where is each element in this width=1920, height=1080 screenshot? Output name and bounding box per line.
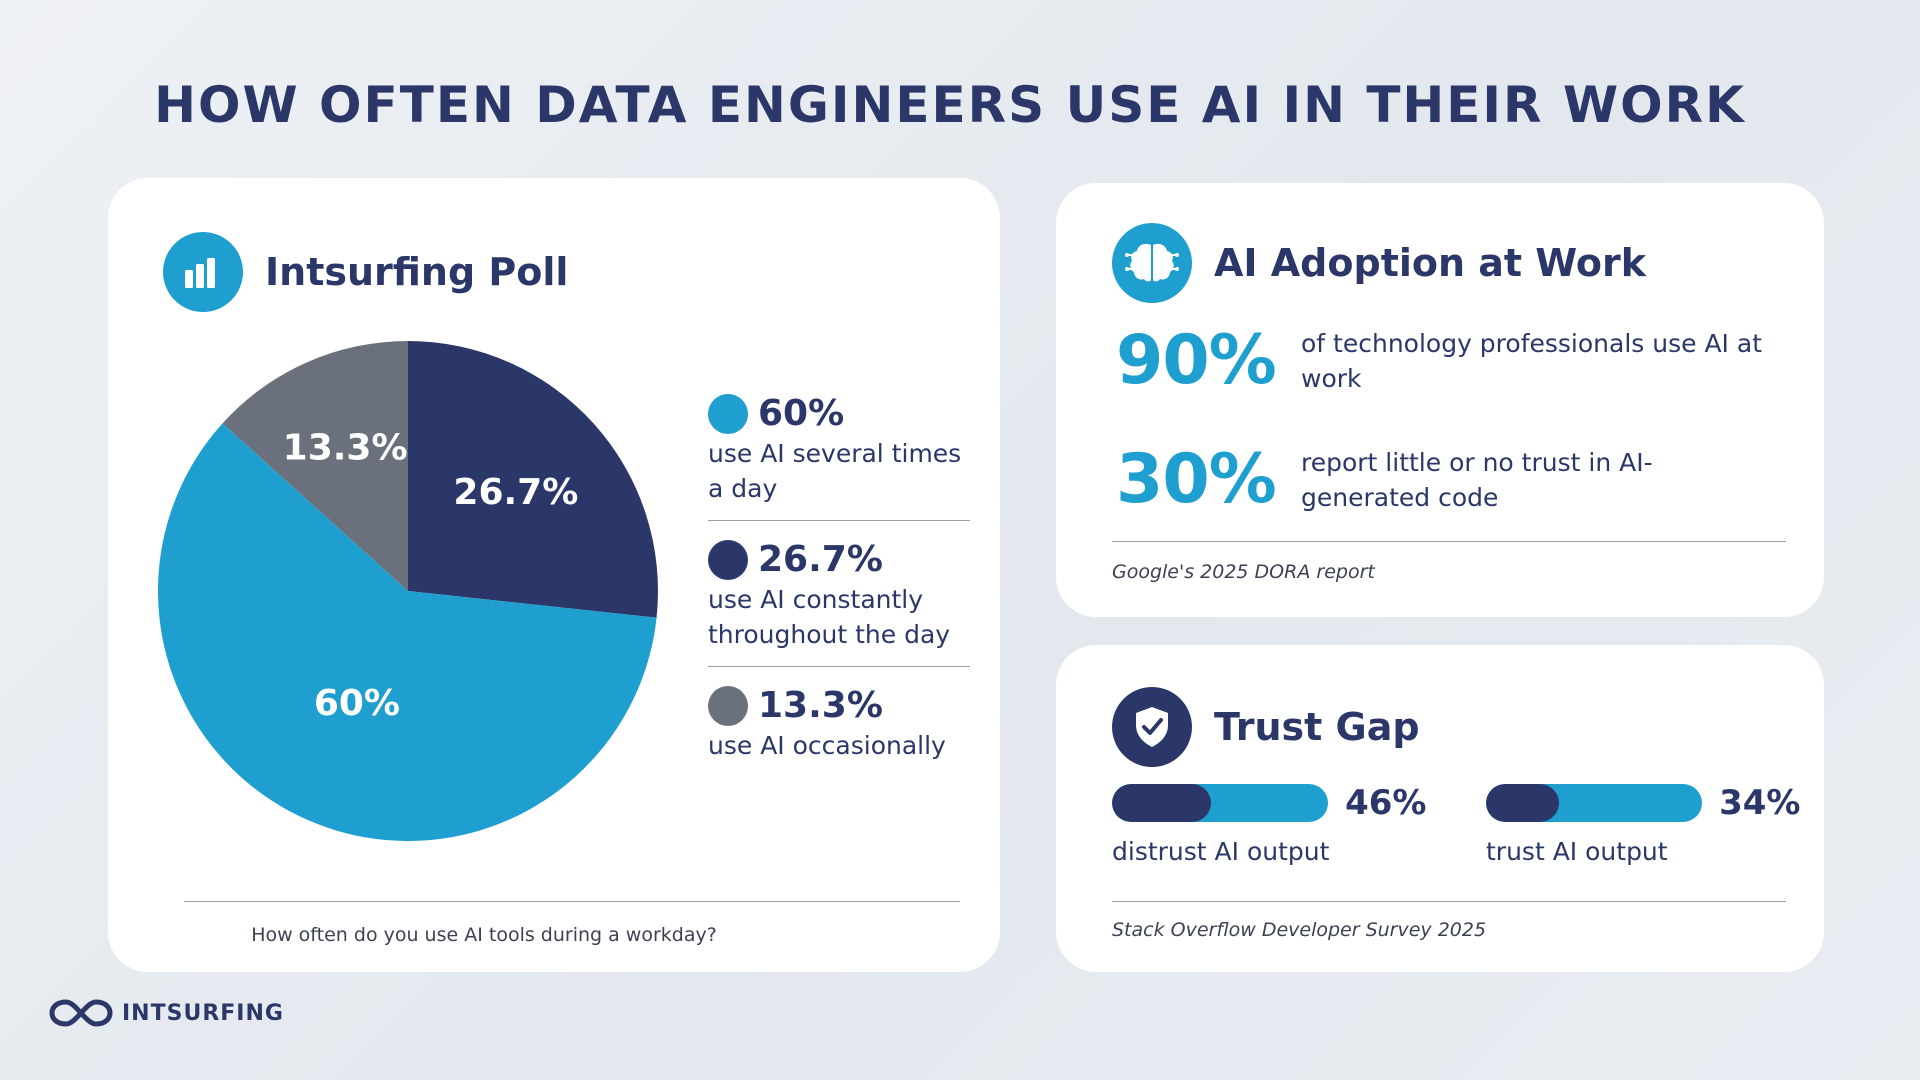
legend-value: 13.3% <box>758 685 883 726</box>
progress-bar-fill <box>1486 784 1560 822</box>
adoption-card-header: AI Adoption at Work <box>1112 223 1646 303</box>
stat-value: 30% <box>1116 440 1277 519</box>
trust-card-title: Trust Gap <box>1214 705 1420 749</box>
legend-description: use AI constantly throughout the day <box>708 585 951 649</box>
legend-value: 26.7% <box>758 539 883 580</box>
pie-slice <box>408 341 658 618</box>
divider <box>1112 541 1786 542</box>
adoption-card: AI Adoption at Work 90% of technology pr… <box>1056 183 1824 617</box>
pie-slice-label: 13.3% <box>283 427 408 468</box>
progress-bar-fill <box>1112 784 1212 822</box>
pie-legend: 60% use AI several times a day 26.7% use… <box>708 393 970 777</box>
source-note: Google's 2025 DORA report <box>1112 561 1375 583</box>
stat-description: report little or no trust in AI-generate… <box>1301 447 1653 512</box>
stat-row: 30% report little or no trust in AI-gene… <box>1116 440 1781 519</box>
brain-icon <box>1112 223 1192 303</box>
legend-dot <box>708 685 748 726</box>
stat-row: 90% of technology professionals use AI a… <box>1116 321 1781 400</box>
pie-slice-label: 26.7% <box>453 472 578 513</box>
brand-name: INTSURFING <box>122 1000 284 1026</box>
bar-chart-icon <box>163 232 243 312</box>
stat-value: 90% <box>1116 321 1277 400</box>
progress-value: 46% <box>1345 783 1427 823</box>
progress-label: trust AI output <box>1486 837 1668 866</box>
legend-description: use AI several times a day <box>708 439 962 503</box>
brand-logo: INTSURFING <box>48 996 284 1030</box>
infinity-logo-icon <box>49 999 113 1027</box>
poll-card-header: Intsurfing Poll <box>163 232 568 312</box>
progress-bar <box>1112 784 1328 822</box>
progress-value: 34% <box>1719 783 1801 823</box>
shield-check-icon <box>1112 687 1192 767</box>
adoption-card-title: AI Adoption at Work <box>1214 241 1646 285</box>
progress-bar <box>1486 784 1702 822</box>
pie-chart: 26.7% 60% 13.3% <box>158 341 658 841</box>
legend-dot <box>708 393 748 434</box>
legend-item: 60% use AI several times a day <box>708 393 970 520</box>
divider <box>1112 901 1786 902</box>
trust-card: Trust Gap 46% distrust AI output 34% tru… <box>1056 645 1824 972</box>
pie-slice <box>222 341 408 591</box>
page-title: HOW OFTEN DATA ENGINEERS USE AI IN THEIR… <box>154 76 1746 134</box>
divider <box>184 901 960 902</box>
pie-slice-label: 60% <box>314 683 400 724</box>
progress-bar-group: 46% distrust AI output <box>1112 783 1426 866</box>
legend-description: use AI occasionally <box>708 731 946 760</box>
legend-dot <box>708 539 748 580</box>
legend-item: 13.3% use AI occasionally <box>708 666 970 777</box>
legend-item: 26.7% use AI constantly throughout the d… <box>708 520 970 666</box>
progress-label: distrust AI output <box>1112 837 1330 866</box>
source-note: Stack Overflow Developer Survey 2025 <box>1112 919 1487 941</box>
stat-description: of technology professionals use AI at wo… <box>1301 328 1762 393</box>
legend-value: 60% <box>758 393 845 434</box>
poll-question: How often do you use AI tools during a w… <box>251 924 717 946</box>
trust-card-header: Trust Gap <box>1112 687 1420 767</box>
poll-card-title: Intsurfing Poll <box>265 250 569 294</box>
pie-slice <box>158 423 657 841</box>
poll-card: Intsurfing Poll 26.7% 60% 13.3% 60% use AI… <box>108 178 1000 972</box>
progress-bar-group: 34% trust AI output <box>1486 783 1800 866</box>
